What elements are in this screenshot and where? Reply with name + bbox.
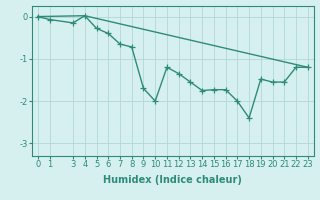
X-axis label: Humidex (Indice chaleur): Humidex (Indice chaleur) (103, 175, 242, 185)
